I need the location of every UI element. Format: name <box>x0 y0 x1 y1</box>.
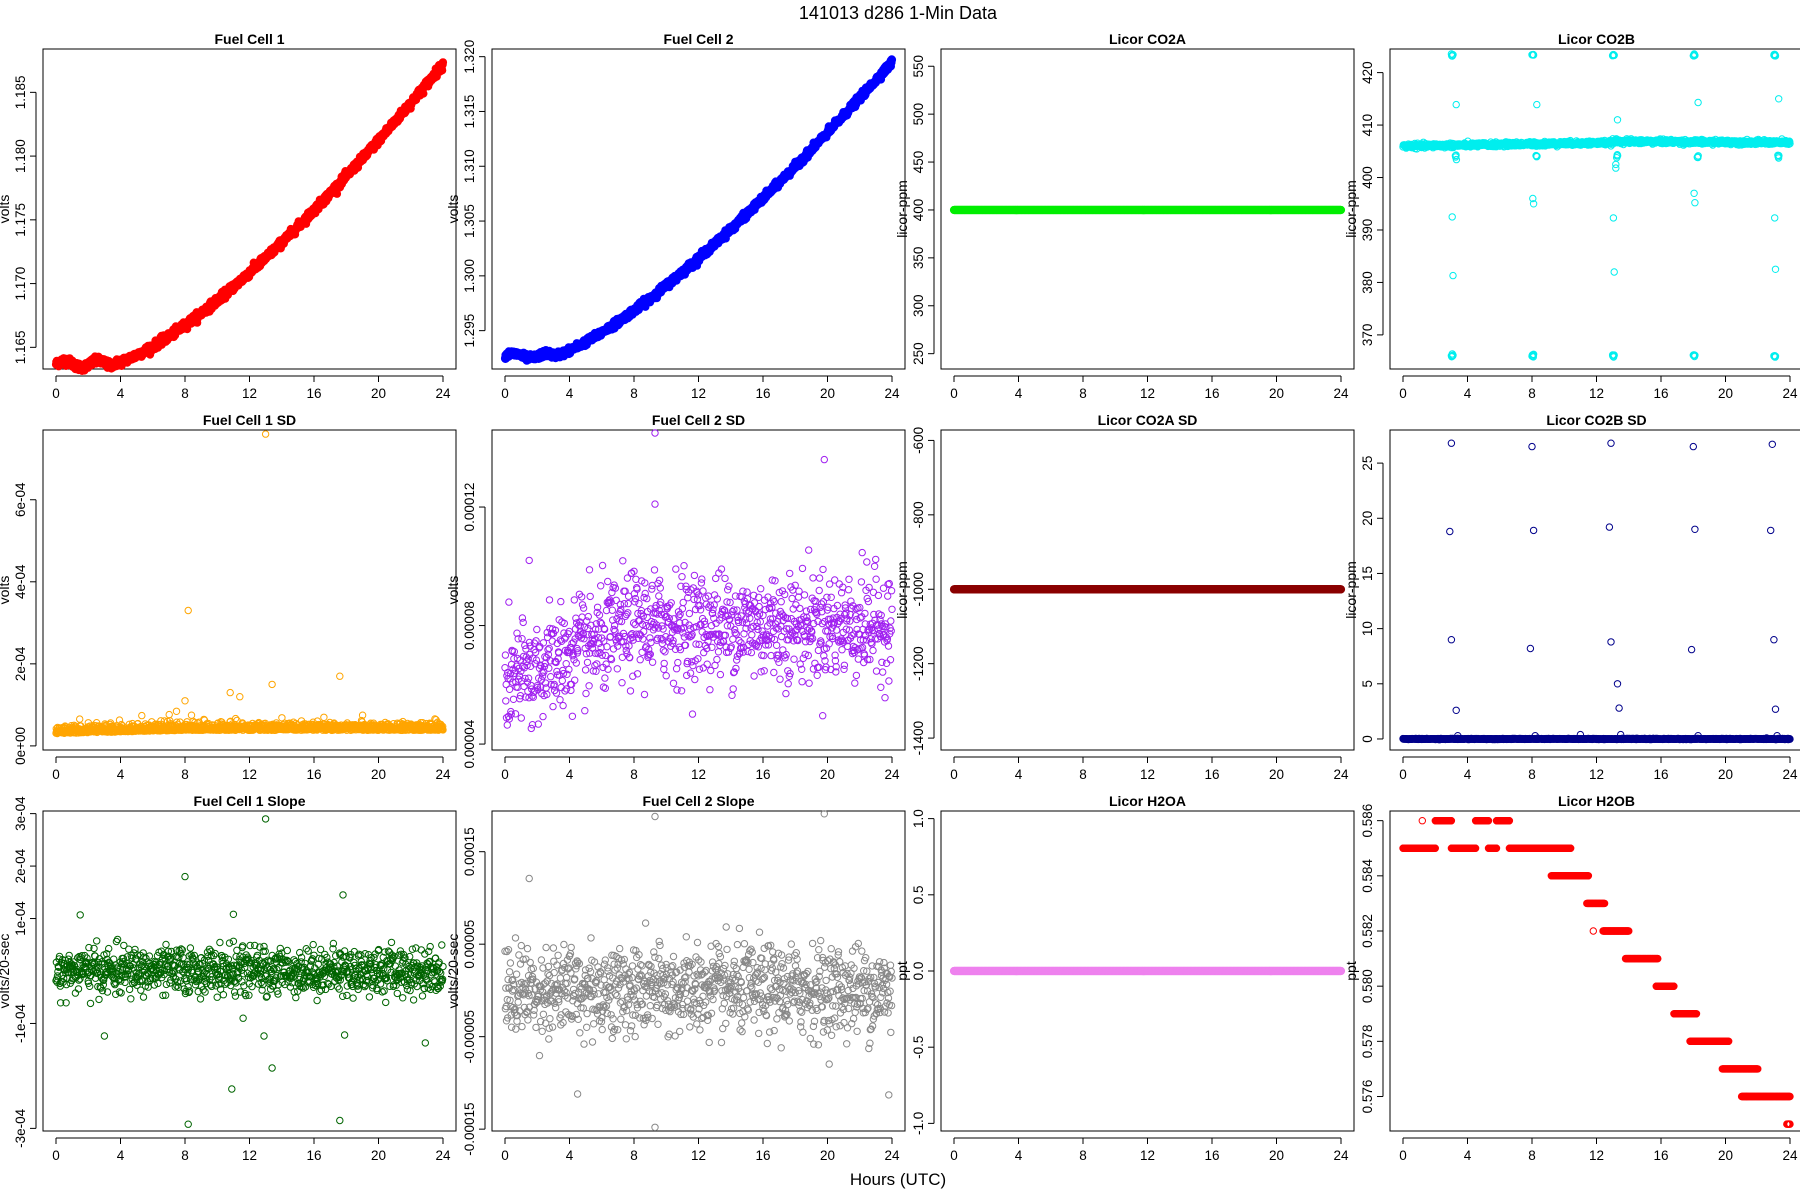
y-tick-label: 370 <box>1360 324 1375 347</box>
x-tick-label: 4 <box>566 386 574 401</box>
y-tick-label: 410 <box>1360 114 1375 137</box>
series-points <box>1399 50 1794 361</box>
panel-co2b: Licor CO2B licor-ppm 0 4 8 12 16 20 24 370 380 390 4… <box>1343 31 1800 401</box>
y-tick-label: 550 <box>911 55 926 78</box>
x-tick-label: 16 <box>1653 386 1668 401</box>
y-tick-label: 1.180 <box>13 139 28 173</box>
x-tick-label: 0 <box>52 386 60 401</box>
panel-title: Licor CO2A <box>1109 31 1186 47</box>
panel-title: Fuel Cell 2 <box>663 31 733 47</box>
y-tick-label: 250 <box>911 342 926 365</box>
y-tick-label: 1.170 <box>13 267 28 301</box>
y-tick-label: 390 <box>1360 219 1375 242</box>
panel-title: Licor CO2B <box>1558 31 1635 47</box>
plot-frame <box>42 48 457 370</box>
data-point <box>438 58 448 67</box>
y-tick-label: 1.300 <box>462 259 477 293</box>
y-tick-label: 300 <box>911 295 926 318</box>
y-tick-label: 1.295 <box>462 314 477 348</box>
x-tick-label: 0 <box>501 386 509 401</box>
x-tick-label: 24 <box>1782 386 1798 401</box>
x-tick-label: 16 <box>306 386 321 401</box>
x-tick-label: 8 <box>181 386 189 401</box>
x-tick-label: 24 <box>435 386 451 401</box>
panel-title: Fuel Cell 1 <box>214 31 284 47</box>
y-tick-label: 380 <box>1360 271 1375 294</box>
x-tick-label: 0 <box>1399 386 1407 401</box>
main-title: 141013 d286 1-Min Data <box>799 3 998 23</box>
y-tick-label: 500 <box>911 103 926 126</box>
y-axis-label: licor-ppm <box>894 180 910 238</box>
x-tick-label: 24 <box>1333 386 1349 401</box>
x-tick-label: 12 <box>691 386 706 401</box>
x-tick-label: 20 <box>371 386 386 401</box>
y-tick-label: 420 <box>1360 61 1375 84</box>
series-points <box>51 58 448 375</box>
x-tick-label: 0 <box>950 386 958 401</box>
x-tick-label: 12 <box>1589 386 1604 401</box>
plot-frame <box>1389 48 1800 370</box>
panel-fc1: Fuel Cell 1 volts 0 4 8 12 16 20 24 1.165 1.170 1.1… <box>0 31 457 401</box>
y-tick-label: 1.175 <box>13 203 28 237</box>
y-tick-label: 450 <box>911 151 926 174</box>
y-tick-label: 400 <box>1360 166 1375 189</box>
plot-frame <box>491 48 906 370</box>
x-tick-label: 16 <box>1204 386 1219 401</box>
x-tick-label: 24 <box>884 386 900 401</box>
x-tick-label: 20 <box>820 386 835 401</box>
x-tick-label: 16 <box>755 386 770 401</box>
panel-fc2: Fuel Cell 2 volts 0 4 8 12 16 20 24 1.295 1.300 1.3… <box>445 31 906 401</box>
y-tick-label: 1.165 <box>13 330 28 364</box>
x-tick-label: 8 <box>1079 386 1087 401</box>
y-tick-label: 1.185 <box>13 75 28 109</box>
x-tick-label: 20 <box>1269 386 1284 401</box>
x-tick-label: 4 <box>117 386 125 401</box>
x-tick-label: 12 <box>242 386 257 401</box>
y-tick-label: 1.305 <box>462 204 477 238</box>
x-tick-label: 4 <box>1464 386 1472 401</box>
x-tick-label: 4 <box>1015 386 1023 401</box>
series-points <box>949 205 1346 215</box>
x-tick-label: 8 <box>630 386 638 401</box>
y-tick-label: 1.315 <box>462 95 477 129</box>
panel-co2a: Licor CO2A licor-ppm 0 4 8 12 16 20 24 250 300 350 4… <box>894 31 1355 401</box>
y-axis-label: volts <box>445 195 461 224</box>
y-tick-label: 1.320 <box>462 40 477 74</box>
x-tick-label: 8 <box>1528 386 1536 401</box>
x-tick-label: 12 <box>1140 386 1155 401</box>
y-axis-label: volts <box>0 195 12 224</box>
y-tick-label: 400 <box>911 199 926 222</box>
y-tick-label: 350 <box>911 247 926 270</box>
data-point <box>887 55 897 64</box>
global-xlabel: Hours (UTC) <box>850 1170 946 1189</box>
series-points <box>500 55 897 365</box>
y-tick-label: 1.310 <box>462 149 477 183</box>
x-tick-label: 20 <box>1718 386 1733 401</box>
y-axis-label: licor-ppm <box>1343 180 1359 238</box>
